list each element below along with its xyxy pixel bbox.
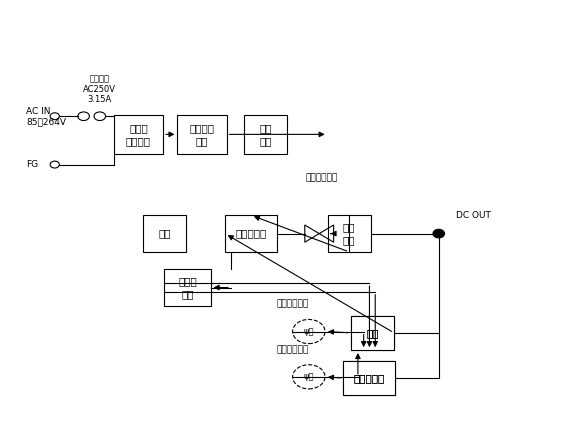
Text: 制御: 制御	[158, 229, 171, 239]
Text: 出力トランス: 出力トランス	[306, 173, 338, 182]
FancyBboxPatch shape	[244, 115, 287, 154]
Text: フォトカプラ: フォトカプラ	[276, 346, 309, 354]
FancyBboxPatch shape	[225, 215, 277, 252]
FancyBboxPatch shape	[351, 316, 394, 350]
FancyBboxPatch shape	[114, 115, 163, 154]
Text: ψ宝: ψ宝	[304, 372, 314, 382]
Text: 制御: 制御	[366, 328, 378, 338]
FancyBboxPatch shape	[164, 269, 210, 306]
Text: フォトカプラ: フォトカプラ	[276, 299, 309, 309]
Text: 過電圧保護: 過電圧保護	[354, 373, 385, 383]
Text: 過電流
検出: 過電流 検出	[178, 276, 197, 299]
Text: ノイズ
フィルタ: ノイズ フィルタ	[126, 123, 151, 146]
Text: 突入電流
防止: 突入電流 防止	[189, 123, 215, 146]
FancyBboxPatch shape	[177, 115, 227, 154]
Text: AC IN
85～264V: AC IN 85～264V	[26, 107, 66, 126]
FancyBboxPatch shape	[328, 215, 371, 252]
FancyBboxPatch shape	[343, 361, 395, 395]
Text: 整流
平滑: 整流 平滑	[259, 123, 272, 146]
Text: ヒューズ
AC250V
3.15A: ヒューズ AC250V 3.15A	[83, 74, 116, 104]
FancyBboxPatch shape	[343, 361, 395, 395]
FancyBboxPatch shape	[143, 215, 186, 252]
Text: FG: FG	[26, 160, 38, 169]
Text: DC OUT: DC OUT	[456, 211, 491, 219]
Text: ψ宝: ψ宝	[304, 327, 314, 336]
Text: インバータ: インバータ	[236, 229, 266, 239]
Text: 制御: 制御	[366, 328, 378, 338]
FancyBboxPatch shape	[351, 316, 394, 350]
Text: 過電圧保護: 過電圧保護	[354, 373, 385, 383]
Circle shape	[433, 229, 444, 238]
Text: 整流
平滑: 整流 平滑	[343, 222, 356, 245]
